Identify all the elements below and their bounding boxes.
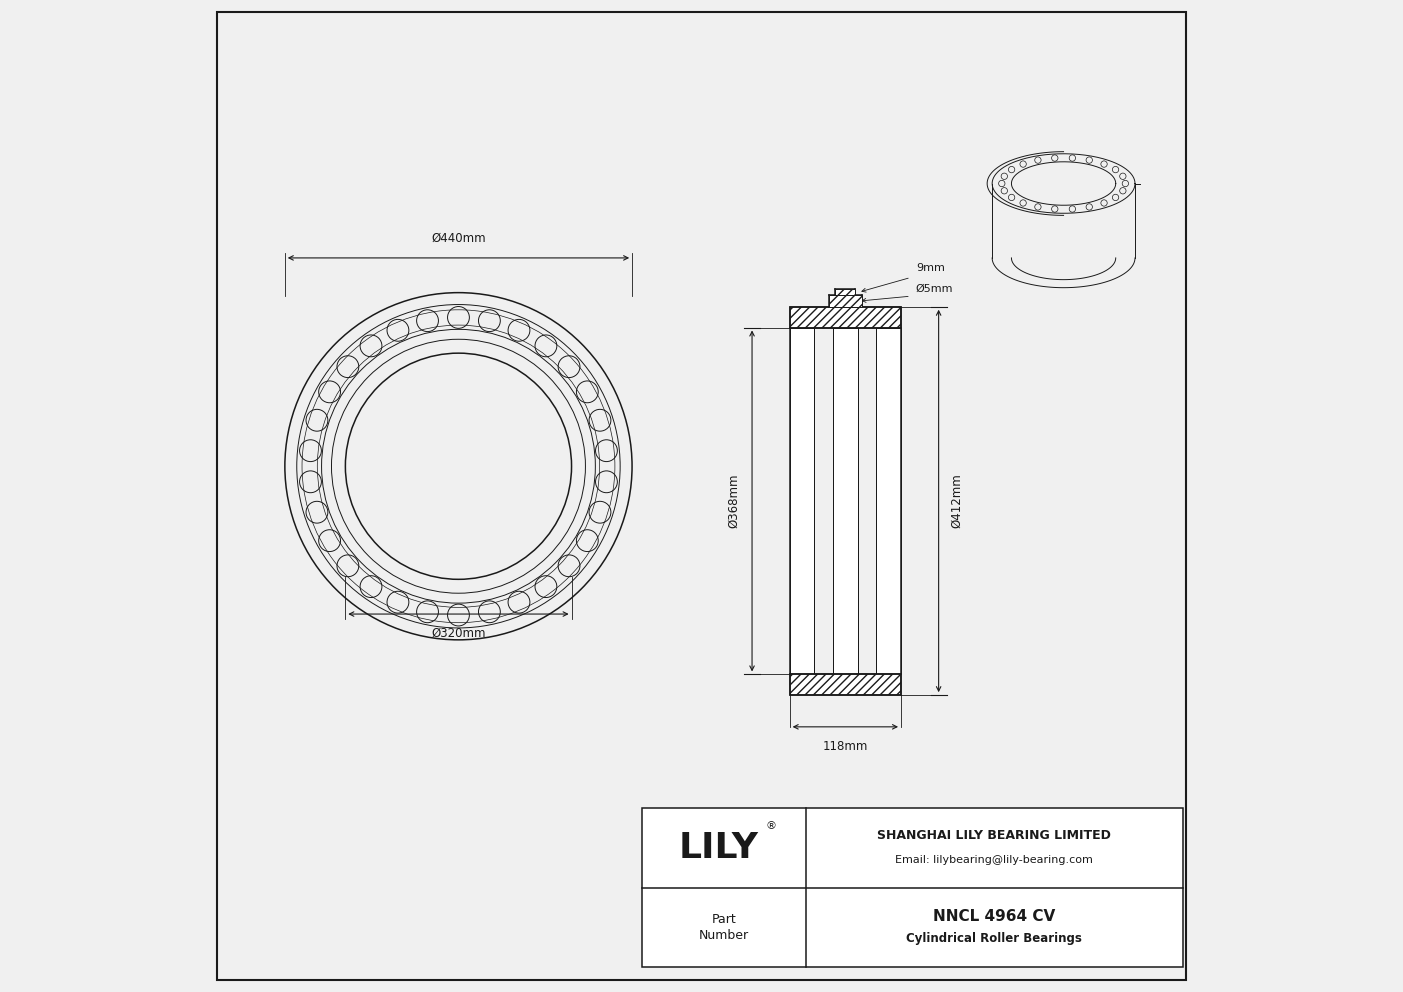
Bar [833,327,857,675]
Text: Part: Part [711,913,737,927]
Bar [835,290,856,296]
Text: ®: ® [766,821,777,831]
Bar [790,307,901,695]
Text: Ø440mm: Ø440mm [431,232,485,245]
Bar [877,327,901,675]
Bar [790,307,901,327]
Text: Ø320mm: Ø320mm [431,627,485,640]
Text: 9mm: 9mm [916,263,944,273]
Text: 118mm: 118mm [822,740,868,753]
Text: Ø412mm: Ø412mm [951,473,964,529]
Bar [790,327,814,675]
Text: Email: lilybearing@lily-bearing.com: Email: lilybearing@lily-bearing.com [895,855,1093,865]
Bar [643,808,1183,967]
Text: LILY: LILY [679,831,759,865]
Text: Ø5mm: Ø5mm [916,285,953,295]
Text: NNCL 4964 CV: NNCL 4964 CV [933,909,1055,925]
Bar [790,675,901,695]
Bar [829,296,861,307]
Text: SHANGHAI LILY BEARING LIMITED: SHANGHAI LILY BEARING LIMITED [877,828,1111,842]
Text: Cylindrical Roller Bearings: Cylindrical Roller Bearings [906,931,1082,945]
Text: Number: Number [699,929,749,942]
Text: Ø368mm: Ø368mm [727,474,741,528]
